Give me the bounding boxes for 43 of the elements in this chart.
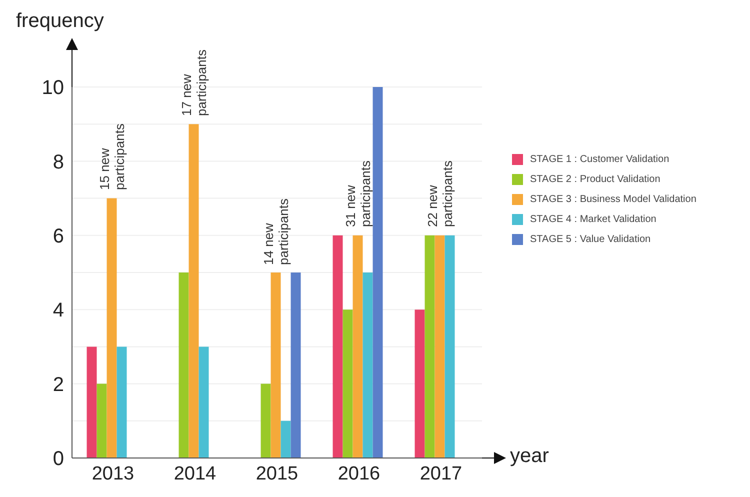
y-tick-label: 6 [52, 226, 64, 248]
bar [280, 420, 291, 458]
bar [270, 272, 281, 458]
x-tick-label: 2016 [338, 463, 380, 484]
y-tick-label: 10 [42, 77, 64, 100]
annotation: 22 new participants [425, 160, 455, 228]
bar [352, 235, 363, 458]
bar [342, 310, 353, 458]
bar [290, 272, 301, 458]
bar [178, 272, 189, 458]
x-tick-label: 2014 [174, 463, 217, 484]
legend-label: STAGE 1 : Customer Validation [530, 154, 670, 165]
y-tick-label: 2 [52, 374, 64, 396]
bar [198, 346, 209, 458]
bar [424, 235, 435, 458]
bar [106, 198, 117, 458]
y-tick-label: 0 [52, 448, 64, 470]
legend-label: STAGE 4 : Market Validation [530, 214, 656, 225]
bar [86, 346, 97, 458]
bar [372, 87, 383, 458]
bar [434, 235, 445, 458]
y-axis-title: frequency [16, 10, 104, 33]
legend-label: STAGE 2 : Product Validation [530, 174, 660, 185]
x-tick-label: 2015 [256, 463, 298, 484]
bar [414, 310, 425, 458]
x-axis-title: year [510, 445, 549, 468]
annotation: 15 new participants [97, 124, 127, 190]
x-tick-label: 2017 [420, 463, 462, 484]
bar [260, 384, 271, 458]
bar [96, 384, 107, 458]
bar [332, 235, 343, 458]
bar [188, 124, 199, 458]
annotation: 31 new participants [343, 160, 373, 228]
y-tick-label: 4 [52, 300, 64, 322]
legend-label: STAGE 5 : Value Validation [530, 234, 651, 245]
annotation: 14 new participants [261, 198, 291, 264]
y-tick-label: 8 [52, 151, 64, 174]
annotation: 17 new participants [179, 50, 209, 116]
bar [116, 346, 127, 458]
bar [362, 272, 373, 458]
legend-label: STAGE 3 : Business Model Validation [530, 194, 696, 205]
bar [444, 235, 455, 458]
x-tick-label: 2013 [92, 463, 134, 484]
